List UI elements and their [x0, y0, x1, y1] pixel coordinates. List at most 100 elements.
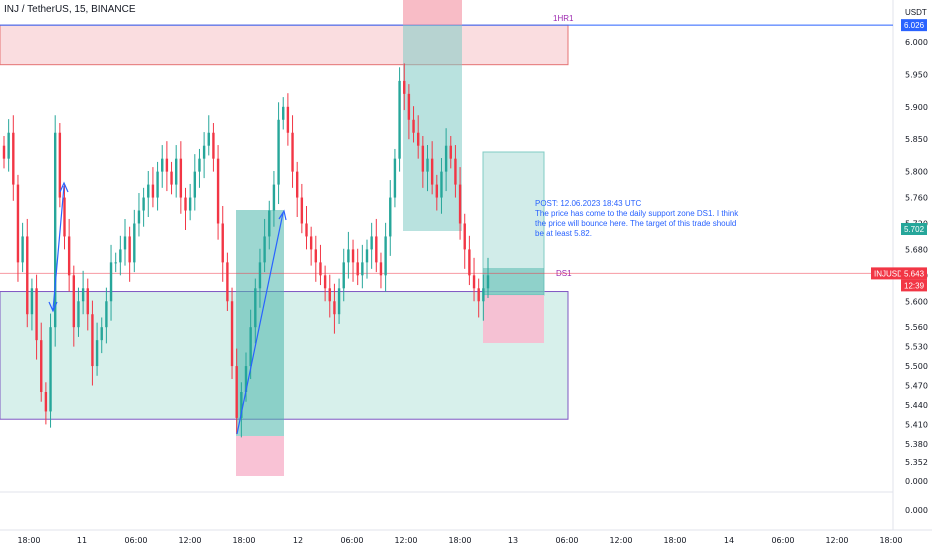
- x-tick-label: 18:00: [663, 536, 686, 545]
- candle-body: [142, 197, 145, 211]
- price-tag: [901, 223, 927, 235]
- note-line: the price will bounce here. The target o…: [535, 219, 737, 228]
- candle-body: [151, 184, 155, 198]
- candle-body: [314, 249, 318, 263]
- candle-body: [165, 158, 169, 172]
- candle-body: [174, 158, 178, 185]
- hr1-label: 1HR1: [553, 14, 574, 23]
- candle-body: [26, 236, 29, 315]
- candle-body: [58, 132, 62, 198]
- candle-body: [230, 301, 234, 367]
- x-tick-label: 11: [77, 536, 87, 545]
- candle-body: [282, 106, 285, 120]
- y-tick-label: 5.500: [905, 362, 928, 371]
- y-tick-label: 5.850: [905, 135, 928, 144]
- x-tick-label: 06:00: [555, 536, 578, 545]
- candle-body: [347, 249, 350, 263]
- price-tag-label: 5.643: [904, 269, 925, 278]
- x-tick-label: 06:00: [124, 536, 147, 545]
- candle-body: [412, 119, 415, 133]
- price-tag: [901, 279, 927, 292]
- hr1-zone[interactable]: [0, 24, 569, 66]
- candle-body: [81, 288, 85, 302]
- candle-body: [361, 262, 364, 276]
- candle-body: [207, 132, 210, 146]
- candle-body: [272, 184, 276, 211]
- candle-body: [258, 262, 262, 289]
- candle-body: [105, 301, 108, 328]
- candle-body: [416, 132, 420, 146]
- arrow-head: [278, 209, 287, 221]
- price-tag-label: 6.026: [904, 21, 925, 30]
- candle-body: [147, 184, 150, 198]
- trade-note: POST: 12.06.2023 18:43 UTC The price has…: [535, 199, 738, 239]
- candle-body: [449, 145, 452, 159]
- candle-body: [49, 327, 52, 412]
- candle-body: [212, 132, 215, 159]
- candle-body: [356, 262, 359, 276]
- candle-body: [319, 262, 322, 276]
- candle-body: [44, 392, 48, 412]
- trend-arrow: [52, 185, 65, 311]
- y-tick-label: 5.530: [905, 343, 928, 352]
- current-stop-box: [483, 295, 544, 343]
- price-tag: [901, 19, 927, 32]
- candle-body: [300, 197, 304, 224]
- candle-body: [2, 145, 6, 159]
- candle-body: [77, 301, 80, 328]
- y-tick-label: 6.000: [905, 38, 928, 47]
- candle-body: [286, 106, 290, 133]
- candle-body: [91, 314, 94, 367]
- y-tick-label: 5.352: [905, 458, 928, 467]
- y-tick-label: 5.470: [905, 382, 928, 391]
- candle-body: [161, 158, 164, 172]
- candle-body: [249, 327, 252, 367]
- candle-body: [193, 171, 197, 198]
- candle-body: [463, 223, 466, 250]
- candle-body: [454, 158, 457, 185]
- candle-body: [426, 158, 429, 172]
- candle-body: [375, 236, 378, 263]
- candle-body: [95, 340, 99, 367]
- x-tick-label: 18:00: [17, 536, 40, 545]
- candle-body: [333, 301, 336, 315]
- candle-body: [156, 171, 159, 198]
- position-stop-box: [403, 0, 462, 25]
- price-tag: [901, 267, 927, 280]
- trend-arrow: [236, 212, 284, 435]
- y-tick-label: 5.760: [905, 194, 928, 203]
- x-tick-label: 12:00: [178, 536, 201, 545]
- candle-body: [393, 158, 397, 198]
- x-tick-label: 12:00: [394, 536, 417, 545]
- candle-body: [202, 145, 206, 159]
- y-tick-label: 5.950: [905, 70, 928, 79]
- note-line: POST: 12.06.2023 18:43 UTC: [535, 199, 642, 208]
- candle-body: [188, 197, 192, 211]
- candle-body: [263, 236, 266, 263]
- candle-body: [482, 288, 485, 302]
- candle-body: [407, 93, 411, 120]
- candle-body: [235, 366, 238, 418]
- candle-body: [170, 171, 173, 185]
- candle-body: [370, 236, 373, 250]
- candle-body: [53, 132, 57, 328]
- candle-body: [309, 236, 313, 250]
- candle-body: [468, 249, 471, 276]
- candle-body: [444, 145, 448, 172]
- candle-body: [458, 184, 462, 224]
- arrow-head: [59, 181, 69, 193]
- candle-body: [123, 236, 127, 250]
- y-tick-label: 5.900: [905, 103, 928, 112]
- candle-body: [67, 236, 71, 276]
- candle-body: [198, 158, 201, 172]
- candle-body: [119, 249, 122, 263]
- candle-body: [72, 275, 76, 328]
- candle-body: [179, 158, 183, 198]
- candle-body: [295, 171, 299, 198]
- candle-body: [240, 392, 243, 418]
- candle-body: [398, 80, 401, 159]
- candle-body: [421, 145, 425, 172]
- candle-body: [114, 262, 117, 264]
- candle-body: [184, 197, 187, 211]
